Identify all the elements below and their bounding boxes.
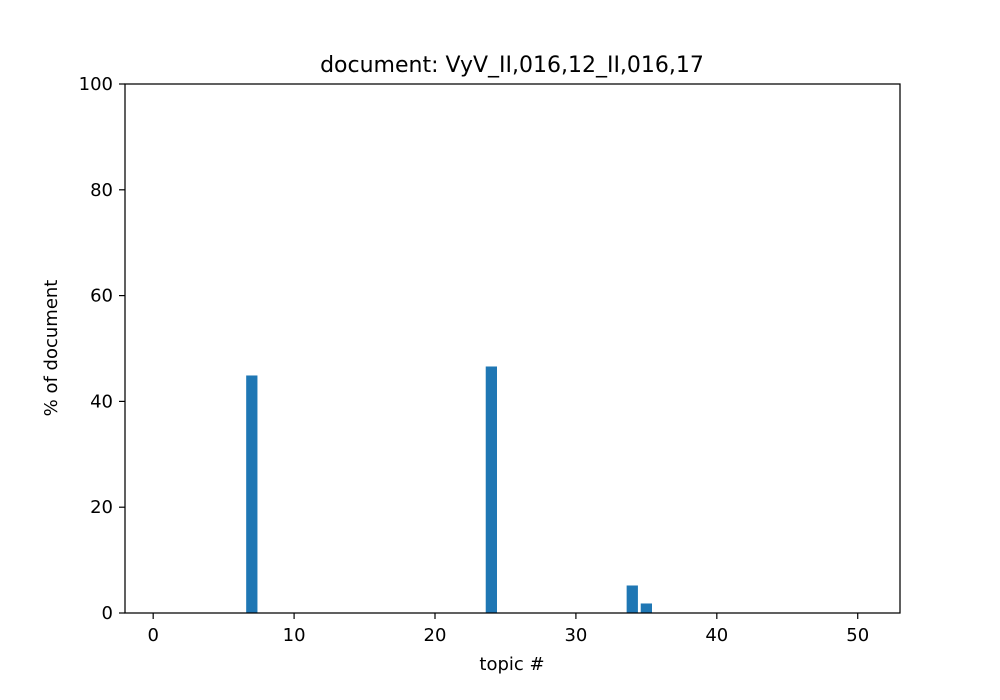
x-axis-ticks: 0 10 20 30 40 50 [147, 613, 869, 646]
x-tick-label: 0 [147, 625, 158, 646]
bar-topic-24 [485, 366, 497, 613]
bar-topic-35 [640, 603, 652, 613]
bar-topic-7 [246, 375, 258, 613]
bar-group [246, 366, 652, 613]
x-tick-label: 40 [705, 625, 728, 646]
y-tick-label: 80 [90, 180, 113, 201]
y-tick-label: 20 [90, 497, 113, 518]
x-tick-label: 10 [283, 625, 306, 646]
y-tick-label: 100 [79, 74, 113, 95]
y-tick-label: 60 [90, 286, 113, 307]
plot-frame [124, 83, 901, 614]
y-axis-label: % of document [41, 280, 62, 417]
chart-title: document: VyV_II,016,12_II,016,17 [320, 53, 704, 78]
x-tick-label: 30 [564, 625, 587, 646]
x-tick-label: 50 [846, 625, 869, 646]
y-tick-label: 40 [90, 391, 113, 412]
x-tick-label: 20 [424, 625, 447, 646]
bar-topic-34 [626, 585, 638, 613]
y-axis-ticks: 0 20 40 60 80 100 [79, 74, 125, 624]
x-axis-label: topic # [479, 654, 544, 675]
y-tick-label: 0 [102, 603, 113, 624]
